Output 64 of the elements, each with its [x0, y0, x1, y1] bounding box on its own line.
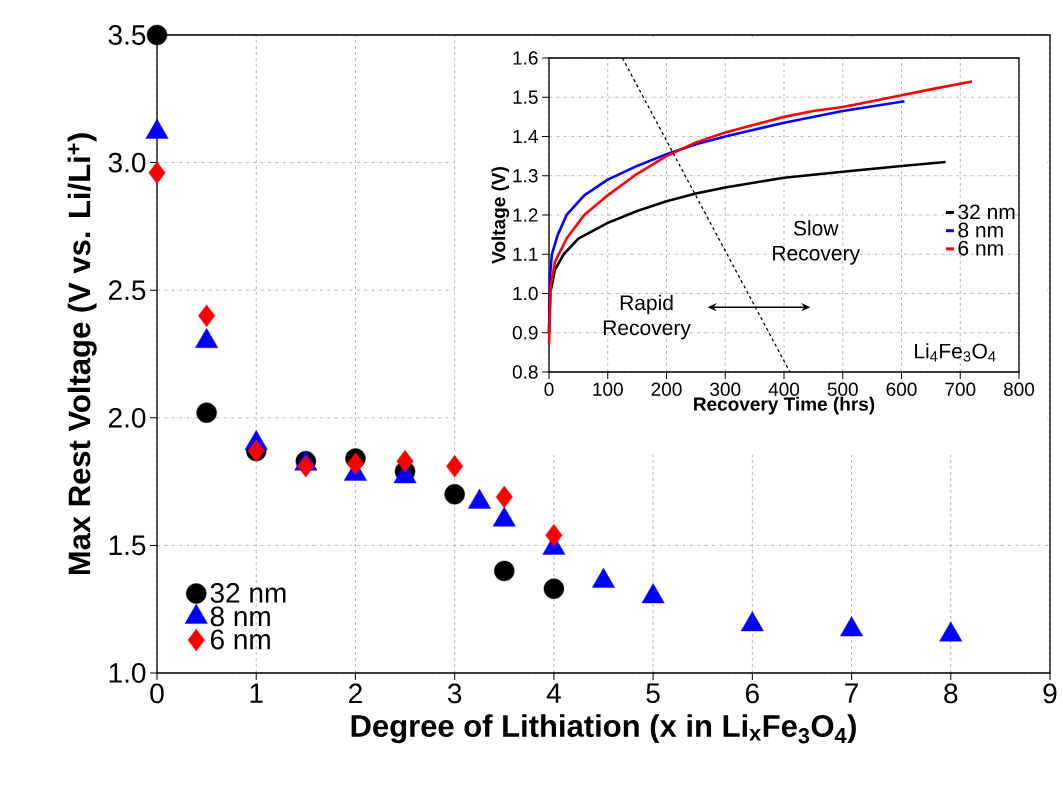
y-tick-label: 1.1: [513, 247, 538, 261]
point: [347, 452, 364, 475]
y-axis-title: Voltage (V): [491, 167, 510, 264]
x-tick-label: 2: [349, 683, 362, 704]
annotation: Li$_{4}$Fe$_{3}$O$_{4}$: [915, 343, 996, 362]
y-tick-label: 1.0: [109, 663, 146, 683]
annotation: Rapid Recovery: [603, 294, 691, 340]
x-tick-label: 3: [447, 683, 462, 704]
x-tick-label: 0: [544, 382, 554, 396]
x-tick-label: 5: [646, 683, 660, 704]
point: [148, 161, 166, 184]
x-tick-label: 7: [845, 683, 858, 703]
x-axis-title: Degree of Lithiation (x in Li$_{x}$Fe$_{3}$O$_{4}$): [351, 714, 856, 744]
x-tick-label: 1: [250, 683, 263, 703]
x-tick-label: 8: [944, 683, 958, 704]
x-tick-label: 100: [593, 382, 623, 396]
x-tick-label: 6: [745, 683, 759, 704]
point: [297, 455, 315, 478]
point: [444, 484, 465, 505]
point: [545, 523, 563, 547]
legend-label: 6 nm: [210, 629, 270, 650]
point: [641, 583, 665, 604]
y-tick-label: 1.2: [513, 208, 538, 222]
y-tick-label: 1.4: [513, 129, 538, 144]
legend-label: 6 nm: [958, 240, 1003, 256]
x-tick-label: 0: [150, 683, 164, 704]
x-tick-label: 600: [886, 382, 917, 396]
y-tick-label: 2.0: [108, 407, 146, 428]
y-tick-label: 1.6: [513, 51, 538, 65]
x-tick-label: 400: [768, 382, 800, 396]
legend-label: 8 nm: [210, 606, 270, 627]
point: [495, 485, 513, 509]
legend-label: 32 nm: [958, 204, 1015, 220]
point: [494, 560, 515, 582]
y-tick-label: 1.3: [513, 169, 538, 183]
x-tick-label: 800: [1003, 382, 1035, 396]
y-tick-label: 1.5: [513, 90, 538, 104]
point: [396, 449, 414, 473]
y-axis-title: Max Rest Voltage (V vs. Li/Li$^{+}$): [67, 133, 97, 575]
y-tick-label: 3.0: [108, 152, 146, 173]
x-tick-label: 500: [827, 382, 858, 396]
y-tick-label: 0.9: [512, 326, 538, 340]
x-tick-label: 700: [945, 382, 976, 396]
point: [146, 24, 168, 46]
point: [198, 304, 216, 327]
x-tick-label: 300: [710, 382, 741, 396]
point: [939, 621, 963, 642]
legend-label: 8 nm: [958, 222, 1003, 238]
point: [196, 402, 217, 423]
y-tick-label: 0.8: [512, 365, 538, 379]
y-tick-label: 1.5: [109, 535, 146, 556]
y-tick-label: 3.5: [108, 25, 146, 45]
x-axis-title: Recovery Time (hrs): [694, 396, 875, 415]
y-tick-label: 2.5: [108, 280, 146, 301]
annotation: Slow Recovery: [773, 220, 861, 265]
point: [446, 455, 464, 478]
x-tick-label: 9: [1043, 683, 1057, 704]
point: [740, 611, 764, 632]
point: [840, 616, 864, 637]
x-tick-label: 4: [546, 683, 561, 703]
legend-label: 32 nm: [210, 583, 286, 603]
y-tick-label: 1.0: [513, 286, 538, 301]
point: [543, 578, 565, 599]
x-tick-label: 200: [651, 382, 682, 396]
